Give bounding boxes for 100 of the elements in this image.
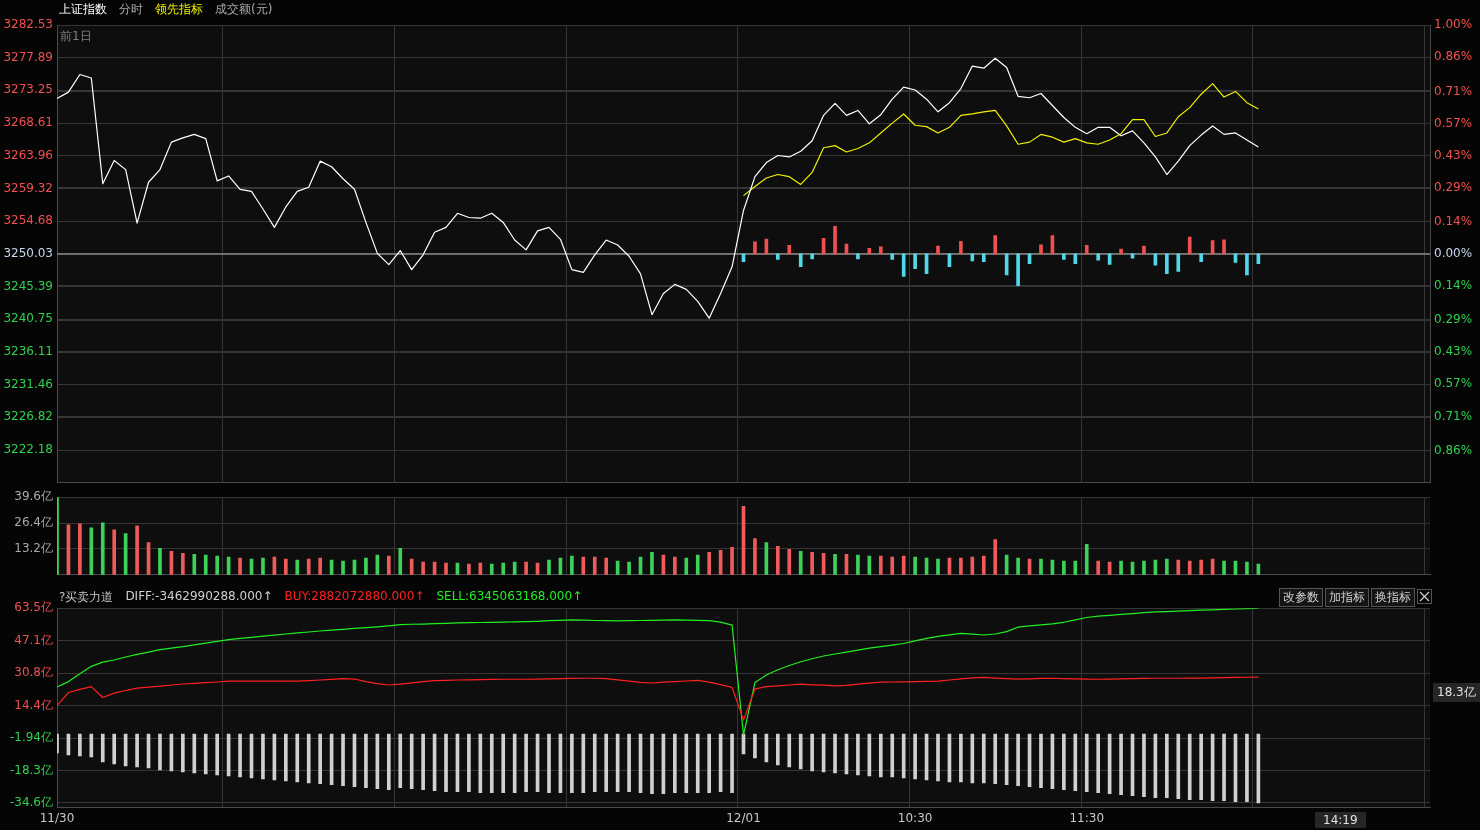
bar [238,557,242,575]
bar [409,558,414,575]
bar [673,556,677,575]
x-tick-label: 12/01 [726,810,761,825]
text: BUY:2882072880.000↑ [284,589,425,603]
y-tick-label: 3231.46 [3,376,53,391]
bar [833,553,837,575]
bar [913,556,917,575]
bar [100,522,105,575]
bar [833,226,837,255]
series-label: SELL:6345063168.000↑ [436,589,583,603]
bar [993,235,998,255]
bar [524,561,528,575]
y2-tick-label: 0.43% [1434,147,1473,162]
y-tick-label: 63.5亿 [14,600,53,615]
bar [112,529,117,575]
bar [421,561,425,575]
y2-tick-label: 0.43% [1434,344,1473,359]
bar [581,556,586,575]
y-tick-label: 3250.03 [3,246,53,261]
bar [467,563,471,575]
bar [444,562,448,575]
bar [776,253,780,260]
text: 上证指数 [59,2,107,16]
bar [1165,253,1169,274]
text: 分时 [119,2,143,16]
bar [570,555,574,575]
bar [1142,560,1146,575]
bar [1084,245,1089,255]
y2-tick-label: 0.57% [1434,115,1473,130]
bar [913,253,917,270]
bar [364,557,368,575]
bar [1039,244,1043,255]
bar [1199,559,1203,575]
bar [959,557,963,575]
bar [489,563,494,575]
y2-tick-label: 0.86% [1434,442,1473,457]
bar [1119,560,1123,575]
bar [627,561,631,575]
text: 14:19 [1323,813,1358,827]
bar [878,246,883,255]
y-tick-label: 3268.61 [3,115,53,130]
y-tick-label: 3236.11 [3,344,53,359]
bar [501,562,506,575]
text: 加指标 [1329,590,1365,604]
text: 18.3亿 [1437,685,1476,699]
bar [192,553,197,575]
bar [158,548,162,575]
bar [981,253,986,262]
bar [810,253,814,260]
bar [707,551,712,575]
bar [753,241,757,255]
bar [730,547,734,575]
bar [1016,557,1020,575]
bar [787,549,792,575]
bar [203,554,208,575]
y2-tick-label: 0.57% [1434,376,1473,391]
bar [386,555,391,575]
text: 改参数 [1283,590,1319,604]
bar [1084,544,1089,575]
y-tick-label: 3240.75 [3,311,53,326]
bar [890,556,895,575]
bar [856,554,860,575]
x-tick-label: 11:30 [1069,810,1105,825]
y-tick-label: 13.2亿 [14,541,53,556]
bar [1165,558,1169,575]
y-tick-label: 26.4亿 [14,515,53,530]
bar [295,559,300,575]
bar [959,240,963,255]
bar [1245,253,1249,276]
y2-tick-label: 0.29% [1434,312,1473,327]
bar [1073,560,1078,575]
bar [592,556,597,575]
bar [787,245,792,255]
y-tick-label: 30.8亿 [14,665,53,680]
y2-tick-label: 0.86% [1434,49,1473,64]
y-tick-label: 3273.25 [3,82,53,97]
y-tick-label: -1.94亿 [9,730,53,745]
y2-tick-label: 1.00% [1434,17,1473,32]
y2-tick-label: 0.00% [1434,246,1473,261]
bar [1096,560,1101,575]
y-tick-label: 14.4亿 [14,697,53,712]
y-tick-label: 3245.39 [3,278,53,293]
bar [1142,245,1146,255]
bar [261,557,265,575]
text: 成交额(元) [215,2,273,16]
y-tick-label: 3263.96 [3,147,53,162]
bar [695,554,700,575]
y-tick-label: 3277.89 [3,49,53,64]
bar [1176,253,1181,272]
bar [798,550,803,575]
bar [1119,248,1123,255]
bar [684,557,689,575]
bar [890,253,895,260]
y-tick-label: 3222.18 [3,442,53,457]
bar [78,523,82,575]
bar [936,558,940,575]
bar [1062,253,1066,260]
bar [1199,253,1203,262]
bar [798,253,803,267]
